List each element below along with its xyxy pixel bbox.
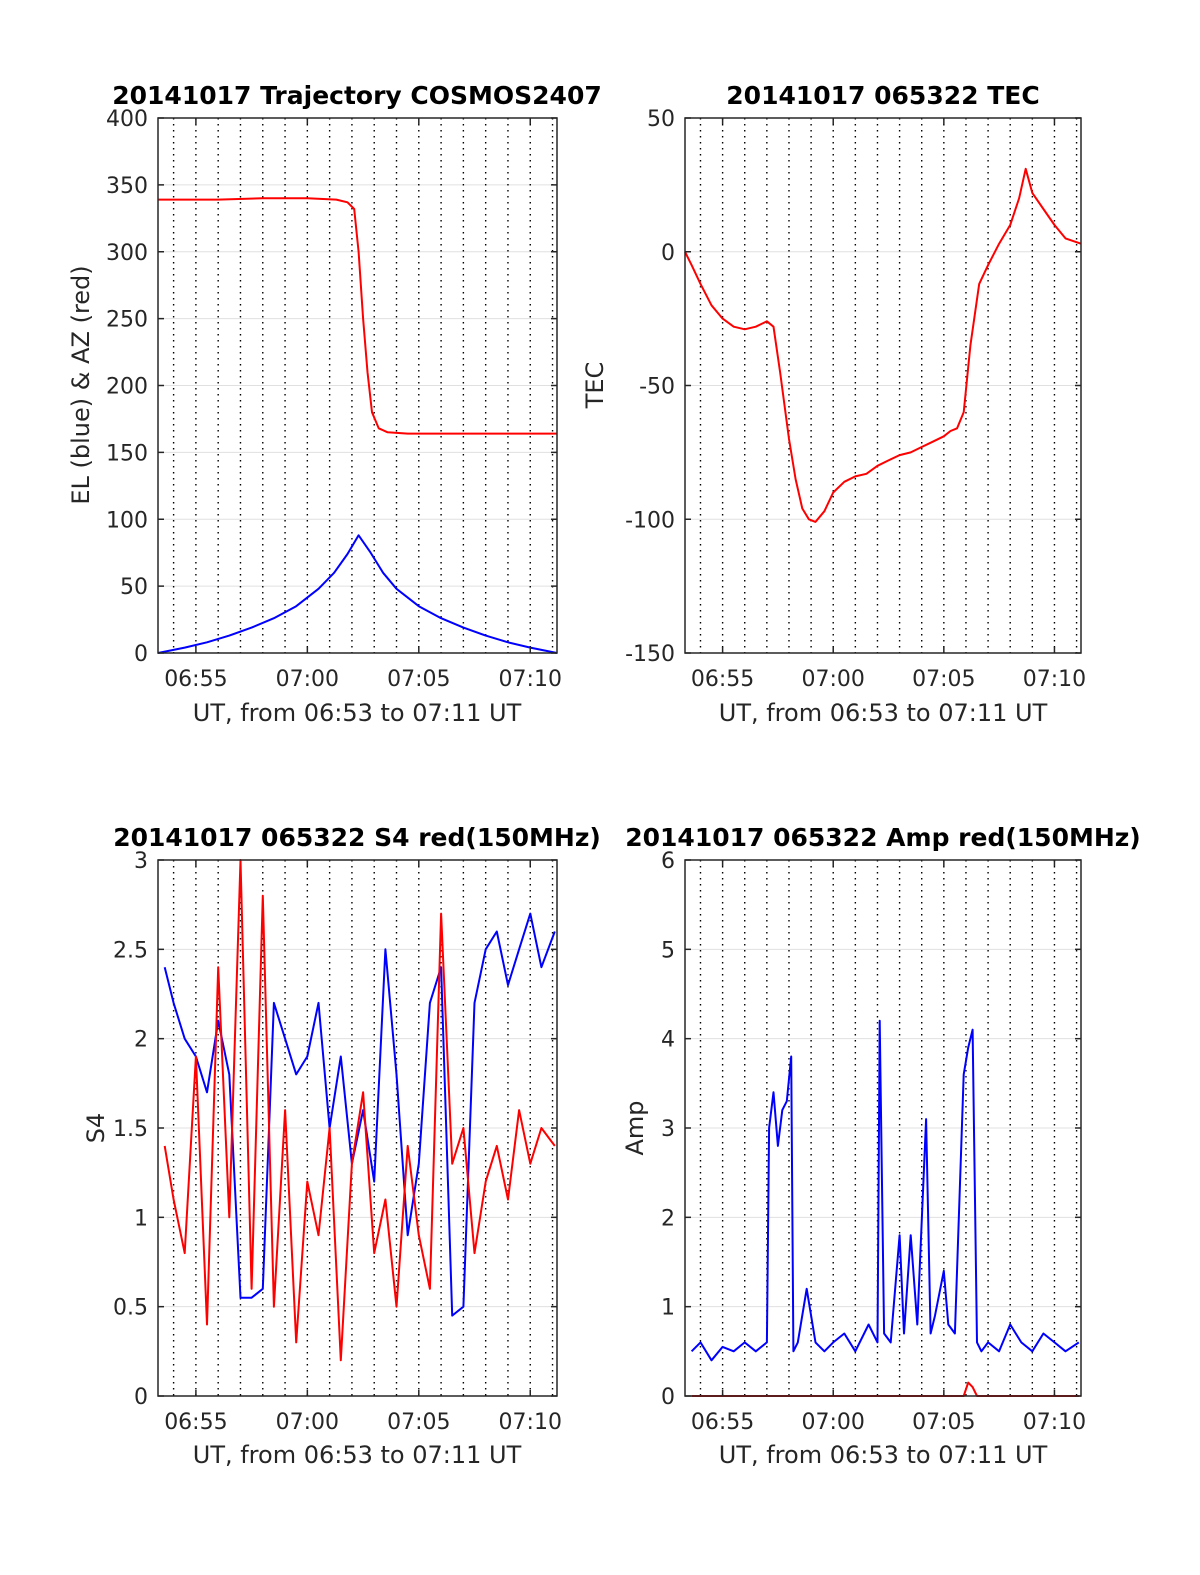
y-tick-label: 4 [661, 1028, 675, 1053]
tec-chart: 20141017 065322 TEC UT, from 06:53 to 07… [581, 81, 1086, 727]
y-tick-label: 1 [134, 1206, 148, 1231]
x-tick-label: 06:55 [691, 1410, 754, 1435]
y-tick-label: 0 [661, 241, 675, 266]
y-tick-label: 50 [120, 575, 148, 600]
x-tick-label: 07:00 [802, 667, 865, 692]
x-tick-label: 07:00 [276, 1410, 339, 1435]
y-tick-label: -50 [639, 375, 675, 400]
y-tick-label: 200 [106, 375, 148, 400]
y-tick-label: 5 [661, 938, 675, 963]
y-tick-label: 350 [106, 174, 148, 199]
y-tick-label: 2.5 [113, 938, 148, 963]
x-tick-label: 07:05 [912, 1410, 975, 1435]
y-tick-label: 1 [661, 1296, 675, 1321]
y-tick-label: 250 [106, 308, 148, 333]
y-axis-label: S4 [82, 1113, 110, 1144]
y-tick-label: 2 [134, 1028, 148, 1053]
chart-title: 20141017 Trajectory COSMOS2407 [112, 81, 602, 110]
y-tick-label: 0 [134, 1385, 148, 1410]
y-axis-label: TEC [581, 362, 609, 410]
x-axis-label: UT, from 06:53 to 07:11 UT [719, 699, 1048, 727]
y-tick-label: 3 [661, 1117, 675, 1142]
x-tick-label: 07:10 [1023, 667, 1086, 692]
y-axis-label: EL (blue) & AZ (red) [67, 265, 95, 504]
y-tick-label: -100 [625, 508, 675, 533]
chart-title: 20141017 065322 S4 red(150MHz) [113, 823, 601, 852]
y-tick-label: -150 [625, 642, 675, 667]
series-line-blue [157, 534, 558, 654]
series-line-blue [163, 912, 556, 1317]
y-tick-label: 6 [661, 849, 675, 874]
x-axis-label: UT, from 06:53 to 07:11 UT [193, 1441, 522, 1469]
chart-title: 20141017 065322 Amp red(150MHz) [625, 823, 1141, 852]
x-tick-label: 07:10 [1023, 1410, 1086, 1435]
amp-chart: 20141017 065322 Amp red(150MHz) UT, from… [621, 823, 1141, 1469]
y-tick-label: 1.5 [113, 1117, 148, 1142]
y-tick-label: 100 [106, 508, 148, 533]
chart-title: 20141017 065322 TEC [726, 81, 1039, 110]
x-tick-label: 07:00 [276, 667, 339, 692]
x-tick-label: 07:05 [387, 1410, 450, 1435]
y-tick-label: 3 [134, 849, 148, 874]
series-line-red [684, 167, 1082, 523]
series-line-red [163, 859, 556, 1362]
x-tick-label: 06:55 [691, 667, 754, 692]
y-tick-label: 0 [134, 642, 148, 667]
y-tick-label: 50 [647, 107, 675, 132]
y-tick-label: 2 [661, 1206, 675, 1231]
series-line-blue [690, 1019, 1080, 1362]
y-tick-label: 300 [106, 241, 148, 266]
x-tick-label: 06:55 [164, 1410, 227, 1435]
x-tick-label: 07:00 [802, 1410, 865, 1435]
x-tick-label: 07:10 [499, 1410, 562, 1435]
x-tick-label: 07:05 [387, 667, 450, 692]
y-axis-label: Amp [621, 1100, 649, 1155]
x-axis-label: UT, from 06:53 to 07:11 UT [719, 1441, 1048, 1469]
x-axis-label: UT, from 06:53 to 07:11 UT [193, 699, 522, 727]
series-line-red [158, 197, 557, 435]
y-tick-label: 0 [661, 1385, 675, 1410]
x-tick-label: 07:10 [499, 667, 562, 692]
s4-chart: 20141017 065322 S4 red(150MHz) UT, from … [82, 823, 601, 1469]
y-tick-label: 150 [106, 441, 148, 466]
y-tick-label: 400 [106, 107, 148, 132]
trajectory-chart: 20141017 Trajectory COSMOS2407 UT, from … [67, 81, 602, 727]
series-line-red [691, 1381, 1079, 1397]
x-tick-label: 07:05 [912, 667, 975, 692]
x-tick-label: 06:55 [164, 667, 227, 692]
y-tick-label: 0.5 [113, 1296, 148, 1321]
